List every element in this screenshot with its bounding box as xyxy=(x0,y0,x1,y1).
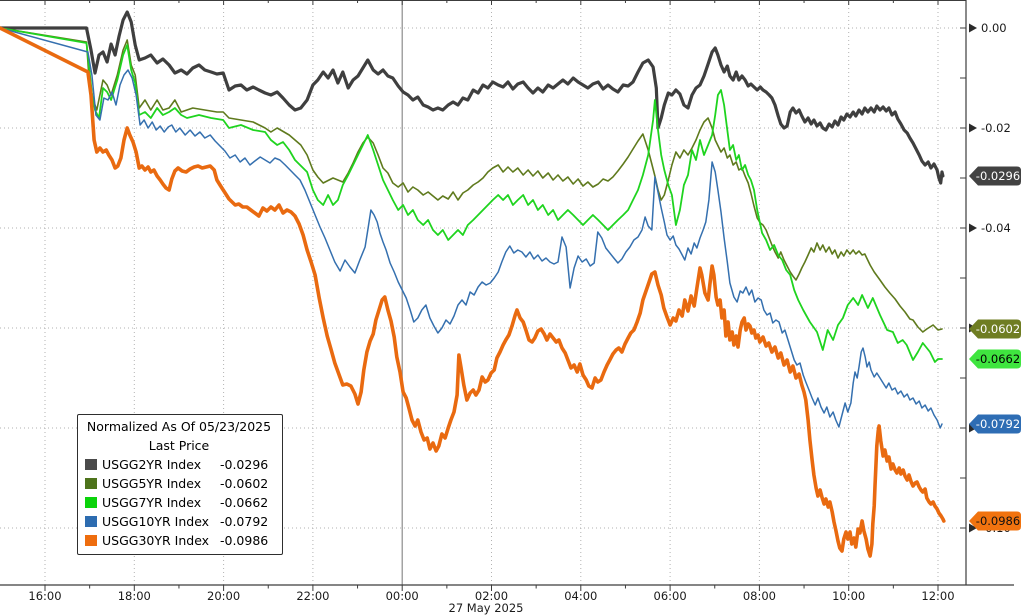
y-tick-arrow-icon xyxy=(969,523,977,533)
last-price-badge-text-usgg10yr: -0.0792 xyxy=(976,417,1020,431)
y-tick-arrow-icon xyxy=(969,123,977,133)
x-tick-label: 22:00 xyxy=(296,589,329,603)
last-price-badge-usgg7yr xyxy=(969,349,1021,369)
series-last-value: -0.0792 xyxy=(220,514,269,529)
series-last-value: -0.0986 xyxy=(220,533,269,548)
last-price-badge-usgg2yr xyxy=(969,166,1021,186)
series-name: USGG7YR Index xyxy=(102,495,202,510)
last-price-badges: -0.0296 -0.0602 -0.0662 -0.0792 -0.0986 xyxy=(969,166,1021,531)
series-line-usgg30yr xyxy=(0,26,946,558)
y-tick-label: -0.02 xyxy=(981,121,1011,135)
date-label: 27 May 2025 xyxy=(449,601,524,615)
x-axis-labels[interactable]: 16:00 18:00 20:00 22:00 00:00 02:00 04:00 06:00… xyxy=(28,589,954,615)
last-price-badge-usgg30yr xyxy=(969,511,1021,531)
series-lines xyxy=(0,10,946,558)
series-name: USGG5YR Index xyxy=(102,476,202,491)
legend-title: Normalized As Of 05/23/2025 xyxy=(86,419,272,434)
series-color-swatch xyxy=(85,459,97,470)
y-tick-label: 0.00 xyxy=(981,21,1007,35)
series-line-usgg10yr xyxy=(0,27,943,429)
x-tick-label: 20:00 xyxy=(207,589,240,603)
series-line-usgg2yr xyxy=(0,10,945,185)
legend-item-usgg30yr[interactable]: USGG30YR Index -0.0986 xyxy=(85,531,273,550)
x-tick-label: 18:00 xyxy=(118,589,151,603)
y-tick-arrow-icon xyxy=(969,23,977,33)
y-tick-label: -0.04 xyxy=(981,221,1011,235)
last-price-badge-text-usgg7yr: -0.0662 xyxy=(976,352,1020,366)
gridlines xyxy=(0,0,966,585)
legend-item-usgg2yr[interactable]: USGG2YR Index -0.0296 xyxy=(85,455,273,474)
series-color-swatch xyxy=(85,478,97,489)
series-name: USGG10YR Index xyxy=(102,514,210,529)
series-line-usgg5yr xyxy=(0,27,943,333)
legend-rows: USGG2YR Index -0.0296 USGG5YR Index -0.0602… xyxy=(85,455,273,550)
last-price-badge-usgg10yr xyxy=(969,414,1021,434)
last-price-badge-text-usgg2yr: -0.0296 xyxy=(976,169,1020,183)
x-tick-label: 16:00 xyxy=(28,589,61,603)
axes xyxy=(0,0,1014,591)
y-tick-arrow-icon xyxy=(969,223,977,233)
last-price-badge-text-usgg5yr: -0.0602 xyxy=(976,322,1020,336)
x-tick-label: 00:00 xyxy=(386,589,419,603)
last-price-badge-usgg5yr xyxy=(969,319,1021,339)
series-color-swatch xyxy=(85,516,97,527)
x-tick-label: 02:00 xyxy=(475,589,508,603)
series-name: USGG2YR Index xyxy=(102,457,202,472)
y-axis-labels[interactable]: 0.00-0.02-0.04-0.06-0.08-0.10 xyxy=(969,21,1011,535)
x-tick-label: 12:00 xyxy=(921,589,954,603)
series-last-value: -0.0296 xyxy=(220,457,269,472)
x-tick-label: 10:00 xyxy=(832,589,865,603)
series-last-value: -0.0662 xyxy=(220,495,269,510)
x-tick-label: 04:00 xyxy=(564,589,597,603)
legend-item-usgg10yr[interactable]: USGG10YR Index -0.0792 xyxy=(85,512,273,531)
last-price-badge-text-usgg30yr: -0.0986 xyxy=(976,514,1020,528)
series-color-swatch xyxy=(85,535,97,546)
series-color-swatch xyxy=(85,497,97,508)
series-name: USGG30YR Index xyxy=(102,533,210,548)
legend-box[interactable]: Normalized As Of 05/23/2025 Last Price U… xyxy=(77,414,283,555)
series-last-value: -0.0602 xyxy=(220,476,269,491)
x-tick-label: 06:00 xyxy=(654,589,687,603)
legend-item-usgg5yr[interactable]: USGG5YR Index -0.0602 xyxy=(85,474,273,493)
x-tick-label: 08:00 xyxy=(743,589,776,603)
series-line-usgg7yr xyxy=(0,27,943,363)
legend-item-usgg7yr[interactable]: USGG7YR Index -0.0662 xyxy=(85,493,273,512)
legend-subtitle: Last Price xyxy=(148,438,210,453)
